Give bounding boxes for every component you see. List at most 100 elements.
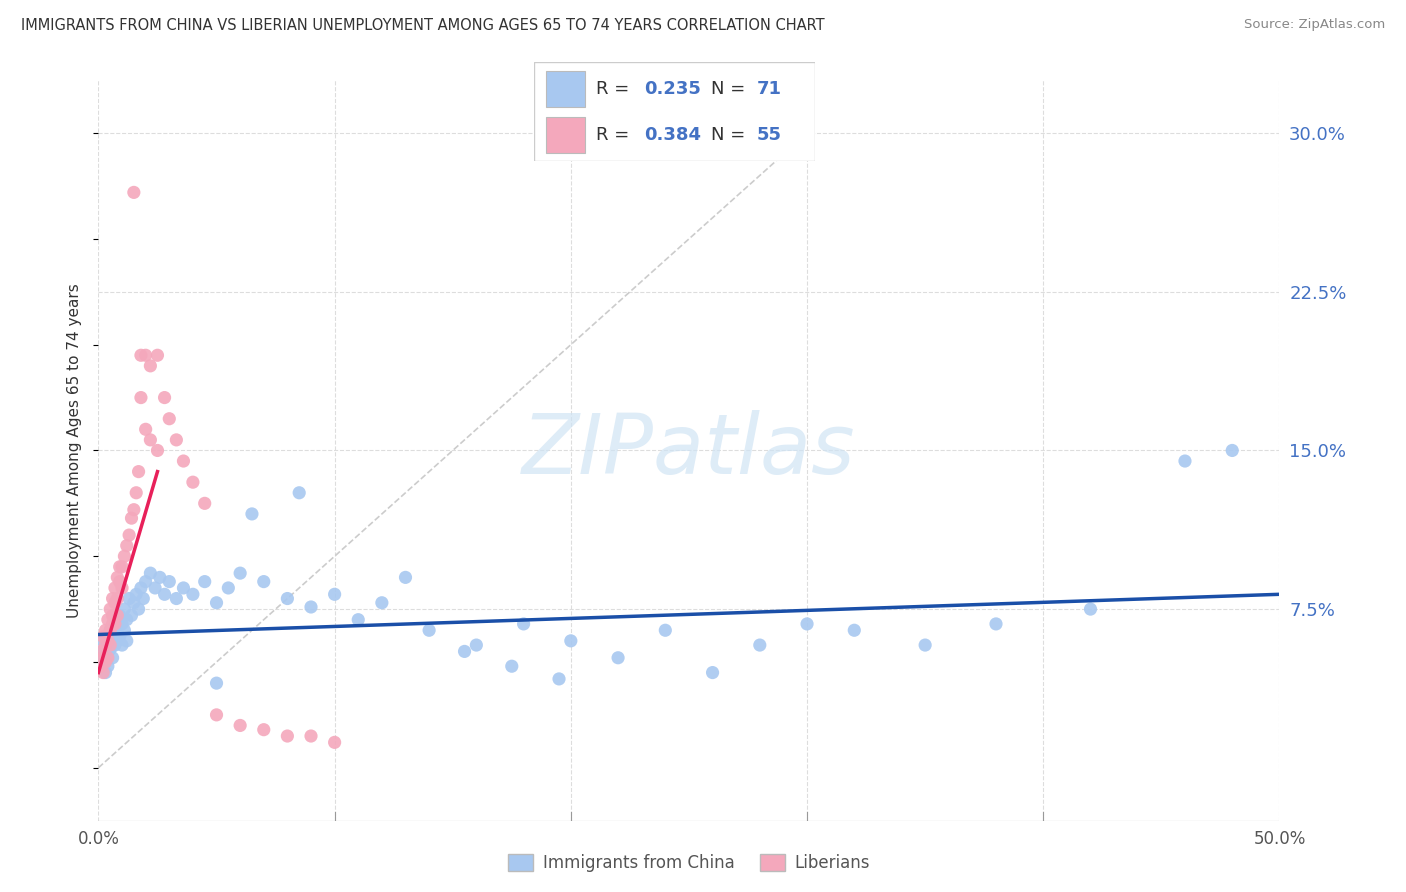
Point (105, 608, 128, 623)
Point (115, 633, 138, 648)
Point (90, 659, 112, 673)
Point (157, 411, 180, 425)
Point (157, 574, 180, 589)
Text: IMMIGRANTS FROM CHINA VS LIBERIAN UNEMPLOYMENT AMONG AGES 65 TO 74 YEARS CORRELA: IMMIGRANTS FROM CHINA VS LIBERIAN UNEMPL… (21, 18, 825, 33)
Point (104, 581, 127, 595)
Point (135, 574, 157, 589)
Point (104, 596, 127, 610)
Point (276, 591, 298, 606)
Point (94, 638, 117, 652)
Point (101, 650, 124, 665)
Point (135, 348, 157, 362)
Point (105, 613, 128, 627)
Point (512, 616, 534, 631)
Point (101, 608, 124, 623)
Point (181, 475, 204, 490)
Point (104, 638, 127, 652)
Point (240, 507, 263, 521)
Point (108, 559, 131, 574)
Point (1220, 443, 1243, 458)
Point (299, 599, 322, 614)
Text: R =: R = (596, 80, 636, 98)
Point (122, 502, 145, 516)
Point (560, 633, 582, 648)
Point (98, 602, 121, 616)
Point (165, 591, 187, 606)
Point (91, 650, 114, 665)
Point (276, 729, 298, 743)
Point (97, 613, 120, 627)
Point (548, 672, 571, 686)
FancyBboxPatch shape (534, 62, 815, 161)
Point (105, 570, 128, 584)
Point (217, 581, 239, 595)
Point (98, 624, 121, 638)
Point (105, 591, 128, 606)
Point (172, 581, 194, 595)
Point (111, 638, 134, 652)
Point (97, 630, 120, 644)
Point (104, 616, 127, 631)
Point (139, 359, 162, 373)
Point (194, 574, 217, 589)
Point (1080, 602, 1102, 616)
Point (165, 433, 187, 447)
Point (125, 587, 148, 601)
Text: R =: R = (596, 126, 636, 144)
Y-axis label: Unemployment Among Ages 65 to 74 years: Unemployment Among Ages 65 to 74 years (67, 283, 83, 618)
Point (146, 443, 169, 458)
Point (122, 596, 145, 610)
Point (149, 570, 172, 584)
Legend: Immigrants from China, Liberians: Immigrants from China, Liberians (501, 847, 877, 879)
Point (97, 659, 120, 673)
Point (205, 707, 228, 722)
Point (97, 633, 120, 648)
Point (465, 638, 488, 652)
Point (111, 581, 134, 595)
Point (94, 638, 117, 652)
Point (125, 485, 148, 500)
Point (323, 587, 346, 601)
Point (128, 602, 150, 616)
Point (115, 539, 138, 553)
Point (914, 638, 936, 652)
Text: 0.235: 0.235 (644, 80, 700, 98)
Point (112, 549, 135, 564)
Point (98, 642, 121, 657)
Point (118, 528, 141, 542)
Point (323, 735, 346, 749)
Point (101, 591, 124, 606)
Point (129, 348, 152, 362)
Point (394, 570, 416, 584)
Point (418, 624, 440, 638)
Point (253, 723, 276, 737)
Point (453, 644, 475, 658)
Point (121, 608, 143, 623)
Point (94, 624, 117, 638)
Point (118, 591, 141, 606)
Point (205, 596, 228, 610)
Point (108, 630, 131, 644)
Point (101, 633, 124, 648)
Point (748, 638, 770, 652)
Point (91, 665, 114, 680)
Text: N =: N = (711, 80, 751, 98)
Point (253, 574, 276, 589)
Text: N =: N = (711, 126, 751, 144)
Point (129, 391, 152, 405)
Point (299, 729, 322, 743)
Point (702, 665, 724, 680)
FancyBboxPatch shape (546, 71, 585, 107)
Point (111, 559, 134, 574)
Point (94, 665, 117, 680)
Point (181, 587, 204, 601)
Point (501, 659, 523, 673)
Point (122, 186, 145, 200)
Text: ZIPatlas: ZIPatlas (522, 410, 856, 491)
Point (132, 591, 155, 606)
Point (143, 581, 166, 595)
Point (104, 619, 127, 633)
Point (796, 616, 818, 631)
Point (98, 638, 121, 652)
Point (229, 566, 252, 581)
